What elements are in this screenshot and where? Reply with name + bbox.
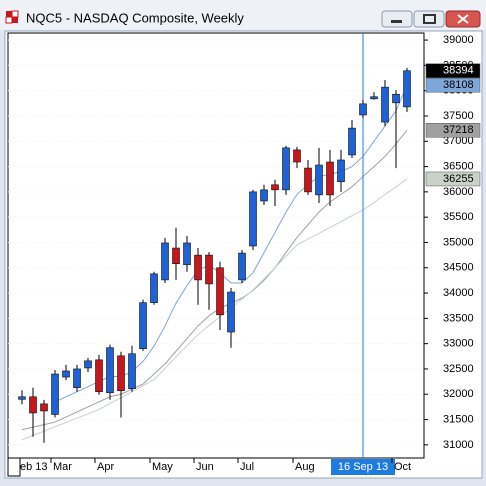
candle-body <box>337 159 345 183</box>
moving-average-line <box>21 129 408 431</box>
y-tick-label: 31500 <box>443 413 474 425</box>
minimize-button[interactable] <box>381 10 413 28</box>
overlay-last-value-bg <box>425 77 481 93</box>
y-tick-label: 31000 <box>443 439 474 451</box>
y-tick-label: 34000 <box>443 287 474 299</box>
candle-body <box>73 368 81 388</box>
candle-body <box>150 273 158 303</box>
y-tick-label: 39000 <box>443 34 474 46</box>
overlay-last-value: 38108 <box>443 79 474 91</box>
y-tick-label: 32000 <box>443 388 474 400</box>
x-tick-label: Aug <box>295 461 315 473</box>
candle-body <box>260 189 268 202</box>
candle-body <box>161 242 169 281</box>
y-tick-label: 33000 <box>443 338 474 350</box>
candle-body <box>29 396 37 414</box>
x-tick-label: Jun <box>196 461 214 473</box>
y-tick-label: 35000 <box>443 236 474 248</box>
y-tick-label: 37000 <box>443 135 474 147</box>
candle-body <box>315 164 323 196</box>
maximize-button[interactable] <box>413 10 445 28</box>
last-price-label-bg <box>425 63 481 78</box>
candle-body <box>381 86 389 123</box>
candle-body <box>282 147 290 191</box>
candle-body <box>348 127 356 156</box>
candle-body <box>326 161 334 196</box>
candle-body <box>62 370 70 378</box>
close-button[interactable] <box>445 10 481 28</box>
app-icon <box>5 10 19 24</box>
window-title: NQC5 - NASDAQ Composite, Weekly <box>26 10 244 25</box>
candle-body <box>216 267 224 316</box>
candle-body <box>293 149 301 163</box>
x-tick-label: Mar <box>53 461 72 473</box>
candle-body <box>172 247 180 265</box>
candle-body <box>304 167 312 193</box>
candle-body <box>403 70 411 108</box>
y-tick-label: 37500 <box>443 110 474 122</box>
overlay-last-value: 36255 <box>443 173 474 185</box>
candle-body <box>51 373 59 415</box>
y-tick-label: 32500 <box>443 363 474 375</box>
overlay-last-value-bg <box>425 171 481 187</box>
candle-body <box>95 359 103 393</box>
candle-body <box>117 355 125 392</box>
candle-body <box>370 96 378 100</box>
candle-body <box>106 347 114 394</box>
x-tick-label: May <box>152 461 173 473</box>
candle-body <box>40 403 48 412</box>
candle-body <box>392 93 400 104</box>
y-tick-label: 34500 <box>443 262 474 274</box>
x-tick-label: Jul <box>240 461 254 473</box>
moving-average-line <box>21 178 408 441</box>
candle-body <box>128 353 136 389</box>
x-tick-label: Apr <box>97 461 114 473</box>
candle-body <box>183 242 191 266</box>
candle-body <box>271 184 279 191</box>
cursor-label-bg <box>331 459 395 475</box>
candle-body <box>205 254 213 285</box>
overlay-last-value-bg <box>425 122 481 138</box>
candle-body <box>227 291 235 333</box>
candle-body <box>194 254 202 281</box>
candle-body <box>359 103 367 116</box>
candle-body <box>238 252 246 281</box>
y-tick-label: 36000 <box>443 186 474 198</box>
last-price-label: 38394 <box>443 65 474 77</box>
candle-body <box>249 191 257 247</box>
y-tick-label: 33500 <box>443 312 474 324</box>
x-tick-label: Oct <box>394 461 411 473</box>
candle-body <box>84 360 92 369</box>
overlay-last-value: 37218 <box>443 124 474 136</box>
candle-body <box>18 396 26 400</box>
y-tick-label: 35500 <box>443 211 474 223</box>
x-tick-label: 16 Sep 13 <box>338 461 388 473</box>
candle-body <box>139 302 147 350</box>
x-tick-label: eb 13 <box>20 461 48 473</box>
y-tick-label: 36500 <box>443 160 474 172</box>
axis-corner <box>7 457 21 477</box>
